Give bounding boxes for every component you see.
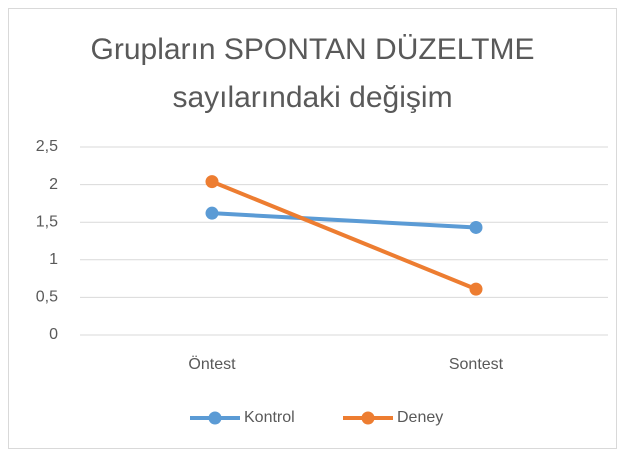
- x-tick-label: Öntest: [188, 355, 236, 373]
- legend-marker: [361, 411, 375, 425]
- legend-label: Deney: [397, 409, 443, 426]
- point: [469, 220, 483, 234]
- y-tick-label: 1,5: [36, 213, 58, 230]
- y-tick-label: 0: [49, 326, 58, 343]
- legend-marker: [208, 411, 222, 425]
- title-box: Grupların SPONTAN DÜZELTME sayılarındaki…: [0, 26, 625, 122]
- point: [469, 282, 483, 296]
- y-tick-label: 2: [49, 176, 58, 193]
- chart-title: Grupların SPONTAN DÜZELTME sayılarındaki…: [90, 33, 535, 114]
- y-tick-label: 0,5: [36, 289, 58, 306]
- series-line: [210, 179, 478, 292]
- y-tick-label: 2,5: [36, 138, 58, 155]
- y-tick-label: 1: [49, 251, 58, 268]
- legend-label: Kontrol: [244, 409, 295, 426]
- series-line: [210, 211, 478, 230]
- point: [205, 175, 219, 189]
- x-tick-label: Sontest: [449, 356, 504, 373]
- point: [205, 206, 219, 220]
- chart-border: [8, 8, 617, 449]
